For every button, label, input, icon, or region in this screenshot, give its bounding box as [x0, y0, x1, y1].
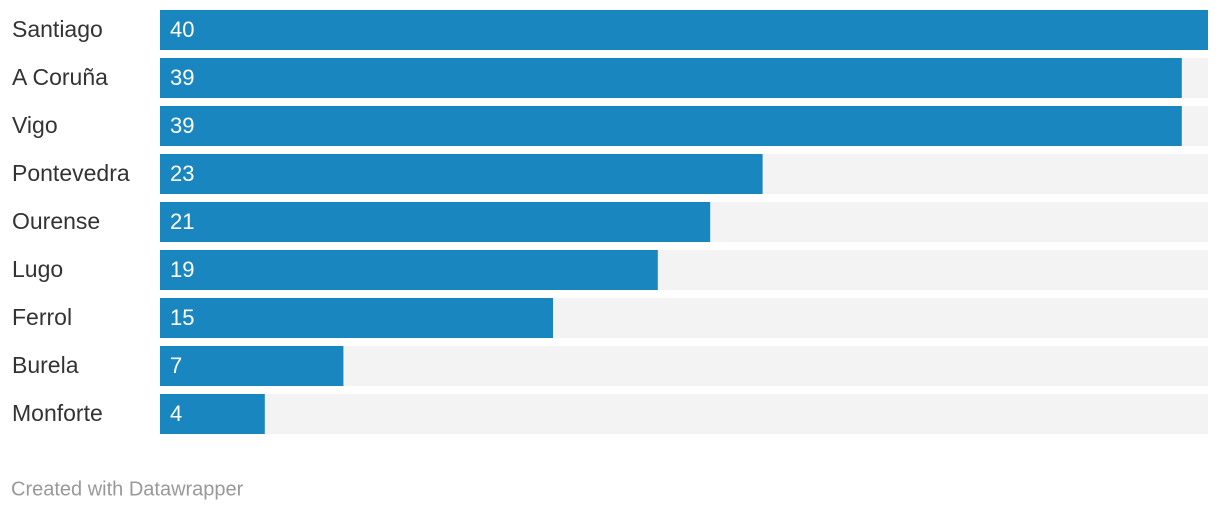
credit: Created with Datawrapper — [11, 478, 244, 500]
bar — [160, 298, 553, 338]
category-label: Lugo — [12, 256, 63, 282]
bar — [160, 10, 1208, 50]
bar — [160, 250, 658, 290]
bar — [160, 154, 763, 194]
value-label: 7 — [170, 353, 182, 378]
bar-track — [160, 394, 1208, 434]
category-label: Ourense — [12, 208, 100, 234]
value-label: 39 — [170, 65, 194, 90]
category-label: Santiago — [12, 16, 103, 42]
value-label: 39 — [170, 113, 194, 138]
value-label: 15 — [170, 305, 194, 330]
bar — [160, 394, 265, 434]
category-label: Ferrol — [12, 304, 72, 330]
category-label: A Coruña — [12, 64, 108, 90]
category-label: Vigo — [12, 112, 58, 138]
value-label: 4 — [170, 401, 182, 426]
value-label: 23 — [170, 161, 194, 186]
value-label: 21 — [170, 209, 194, 234]
category-label: Pontevedra — [12, 160, 130, 186]
value-label: 19 — [170, 257, 194, 282]
bar — [160, 58, 1182, 98]
bar — [160, 202, 711, 242]
bar — [160, 346, 344, 386]
value-label: 40 — [170, 17, 194, 42]
bar — [160, 106, 1182, 146]
category-label: Burela — [12, 352, 79, 378]
category-label: Monforte — [12, 400, 103, 426]
